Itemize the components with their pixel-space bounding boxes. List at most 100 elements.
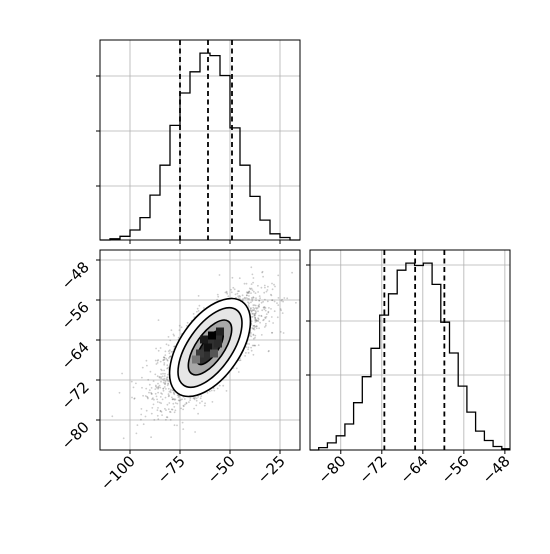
scatter-point [255,299,257,302]
scatter-point [242,298,245,300]
histogram-step-line [310,262,511,451]
scatter-point [263,318,265,321]
scatter-point [282,300,284,303]
scatter-point [177,336,180,339]
scatter-point [238,295,241,297]
scatter-point [156,359,159,362]
histogram-bin [270,234,280,240]
scatter-point [167,344,170,347]
scatter-point [254,316,256,319]
scatter-point [254,319,256,322]
scatter-point [167,380,170,382]
scatter-point [253,327,256,329]
histogram-bin [240,165,250,240]
scatter-point [245,282,248,285]
scatter-point [264,316,266,319]
scatter-point [173,411,176,414]
scatter-point [173,345,176,348]
scatter-point [160,380,162,383]
scatter-point [253,313,256,315]
scatter-point [153,419,156,421]
scatter-point [286,297,289,300]
scatter-point [162,358,165,361]
y-tick-label: −64 [58,338,93,373]
scatter-point [248,290,251,293]
scatter-point [157,349,160,352]
scatter-point [151,398,154,400]
scatter-point [280,309,282,312]
scatter-point [163,363,166,366]
x-tick-label: −100 [97,452,139,494]
scatter-point [146,364,148,367]
scatter-point [145,359,148,362]
scatter-point [257,320,260,322]
scatter-point [266,289,269,291]
scatter-point [270,294,273,297]
scatter-point [264,317,267,320]
scatter-point [271,288,274,291]
scatter-point [252,304,255,306]
scatter-point [208,390,211,393]
scatter-point [195,404,198,407]
scatter-point [166,376,169,379]
scatter-point [186,321,189,324]
scatter-point [133,397,136,400]
scatter-point [251,309,254,312]
scatter-point [152,380,155,382]
scatter-point [249,331,252,334]
scatter-point [267,311,270,314]
scatter-point [201,400,203,403]
scatter-point [235,367,238,370]
scatter-point [172,333,175,336]
scatter-point [261,309,264,312]
scatter-point [171,398,174,401]
y-tick-label: −48 [58,258,93,293]
y-tick-label: −80 [58,418,93,453]
scatter-point [271,331,274,334]
scatter-point [253,309,256,312]
scatter-point [173,393,176,396]
scatter-point [258,303,261,306]
histogram-bin [140,218,150,240]
scatter-point [266,300,269,303]
scatter-point [276,302,278,304]
scatter-point [227,295,230,298]
scatter-point [255,311,257,313]
scatter-point [250,292,252,294]
histogram-bin [130,230,140,240]
histogram-bin [449,353,458,450]
scatter-point [173,345,176,348]
scatter-point [203,404,206,407]
histogram-bin [423,263,432,450]
scatter-point [270,293,272,296]
scatter-point [237,295,240,298]
scatter-point [151,407,154,409]
scatter-point [192,313,195,315]
scatter-point [238,359,241,362]
scatter-point [233,288,236,291]
histogram-bin [327,443,336,450]
scatter-point [252,290,255,293]
scatter-point [264,324,267,327]
scatter-point [250,346,253,349]
scatter-point [163,358,166,361]
scatter-point [252,296,255,299]
scatter-point [141,376,143,379]
scatter-point [252,306,255,309]
scatter-point [161,398,164,401]
scatter-point [156,362,159,364]
scatter-point [147,378,150,381]
scatter-point [243,296,246,299]
scatter-point [256,325,258,328]
scatter-point [247,304,250,306]
scatter-point [236,292,239,295]
scatter-point [271,299,274,302]
scatter-point [195,397,198,400]
scatter-point [251,344,254,347]
scatter-point [172,391,175,394]
scatter-point [180,407,183,410]
scatter-point [162,387,165,390]
scatter-point [281,298,283,301]
scatter-point [163,377,166,380]
scatter-point [150,393,153,395]
